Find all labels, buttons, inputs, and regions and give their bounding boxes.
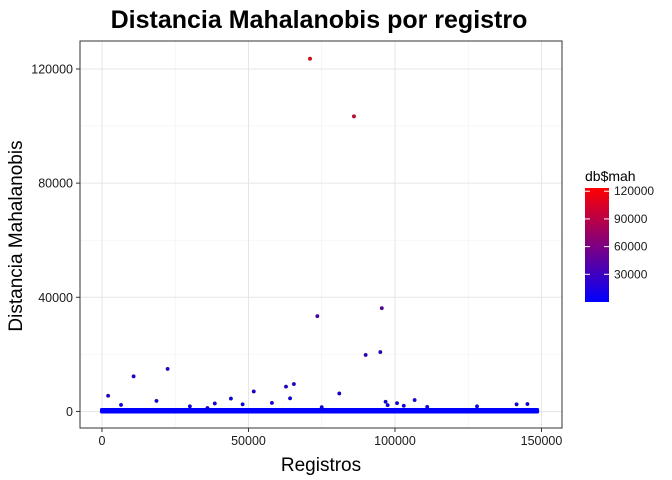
colorbar-tick-label: 90000 [614,212,648,226]
baseline-point-band [99,408,540,414]
data-point [291,382,296,386]
legend-title: db$mah [585,168,636,184]
data-point [288,396,293,401]
data-point [514,402,519,407]
x-axis-ticks: 0 50000 100000 150000 [98,428,562,448]
y-tick-label: 80000 [38,177,73,191]
data-point [395,401,399,406]
legend: db$mah 30000 60000 90000 120000 [585,168,654,302]
x-tick-label: 50000 [231,434,266,448]
data-point [269,400,274,405]
data-point [412,398,417,402]
data-point [240,402,245,407]
x-tick-label: 150000 [521,434,563,448]
x-axis-title: Registros [281,455,361,476]
data-point [165,366,170,371]
data-point [378,350,383,355]
data-point [379,306,384,311]
x-tick-label: 100000 [374,434,416,448]
data-point [228,396,233,401]
data-point [383,399,388,404]
plot-panel-border [79,40,563,429]
data-point [187,404,192,409]
data-point [475,404,479,409]
data-point [337,391,342,396]
colorbar-tick-label: 120000 [614,184,654,198]
minor-gridlines [80,41,562,428]
y-tick-label: 120000 [31,62,73,76]
data-point [131,374,136,379]
colorbar-tick-label: 60000 [614,240,648,254]
baseline-points-band [99,408,540,414]
y-axis-ticks: 0 40000 80000 120000 [31,62,80,419]
data-point [284,384,288,389]
data-point [401,403,406,408]
y-tick-label: 0 [66,405,73,419]
major-gridlines [80,41,562,428]
y-axis-title: Distancia Mahalanobis [6,140,27,331]
data-point [425,404,430,409]
data-point [106,393,111,398]
legend-colorbar-ticks: 30000 60000 90000 120000 [585,184,654,281]
data-point [352,114,356,119]
y-tick-label: 40000 [38,291,73,305]
data-point [308,56,312,61]
data-points [106,56,530,410]
data-point [315,314,320,319]
data-point [525,402,530,406]
chart-title: Distancia Mahalanobis por registro [111,6,528,34]
data-point [319,405,324,410]
data-point [212,401,217,406]
data-point [205,406,210,410]
data-point [251,389,256,394]
data-point [119,402,123,407]
data-point [385,403,390,408]
x-tick-label: 0 [98,434,105,448]
data-point [363,352,368,357]
colorbar-tick-label: 30000 [614,267,648,281]
legend-colorbar [585,188,609,302]
data-point [154,398,159,403]
